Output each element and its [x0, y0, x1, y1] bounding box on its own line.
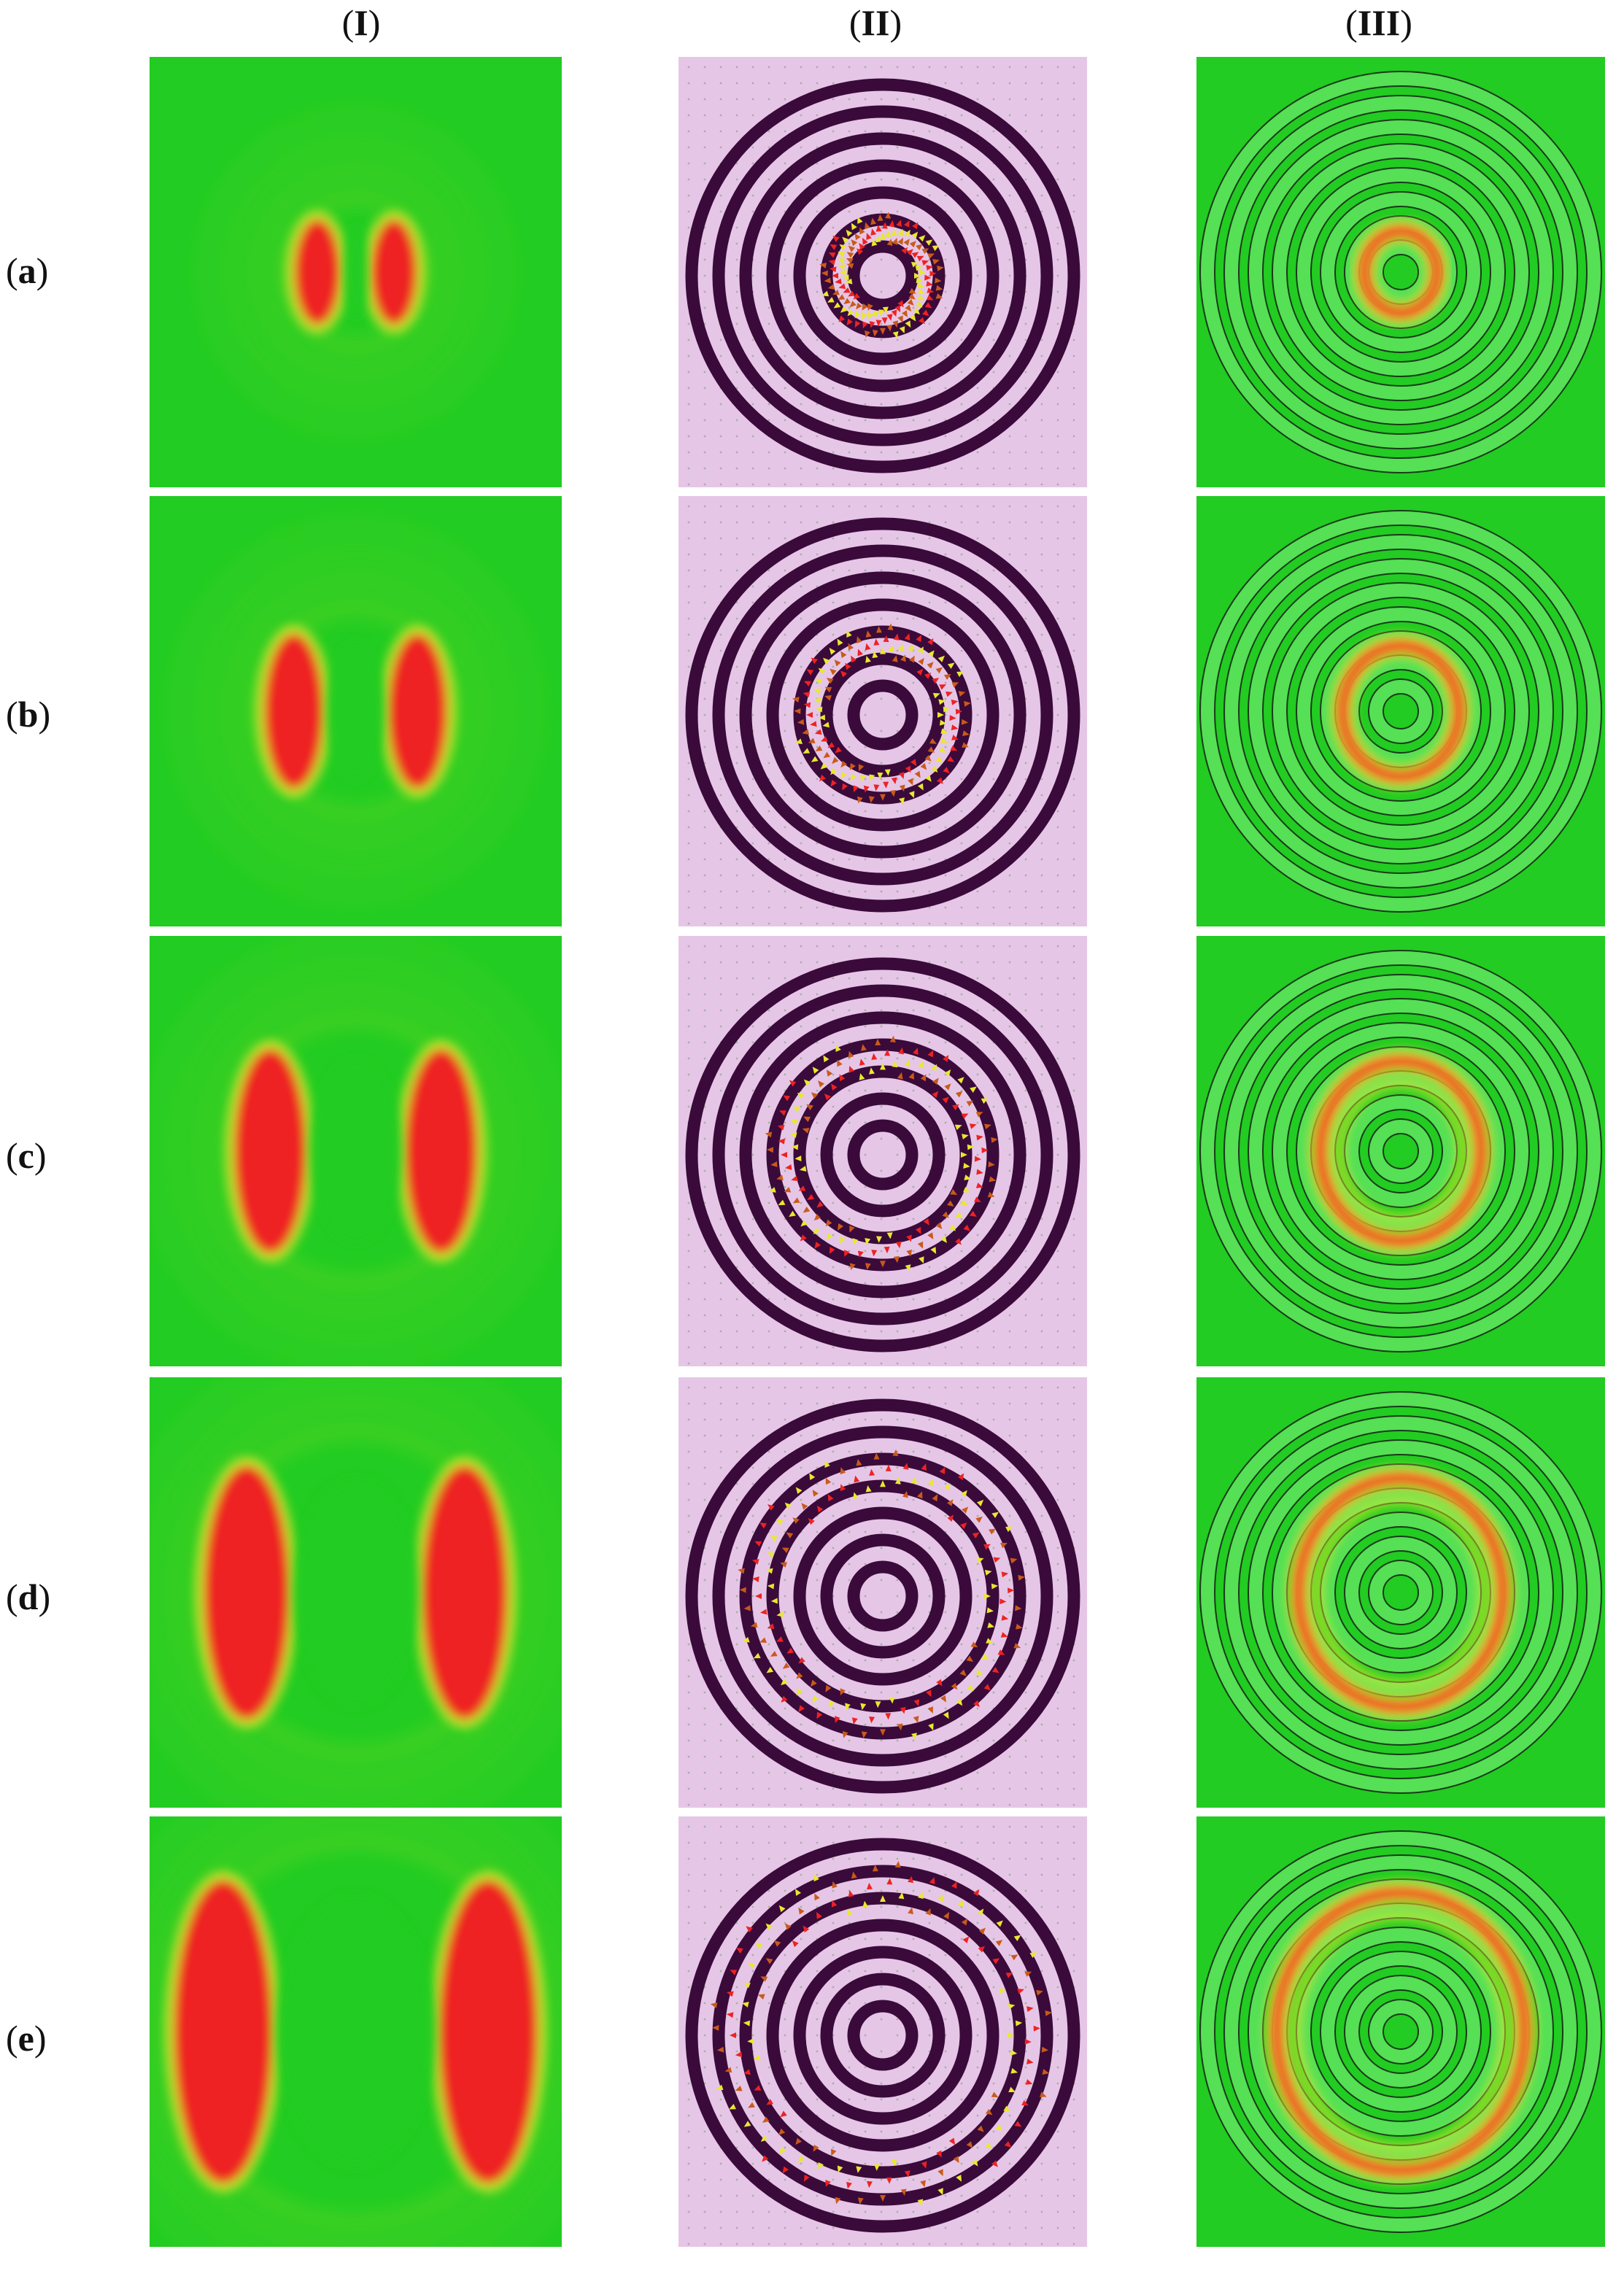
vector-field-over-rings-e	[678, 1816, 1087, 2247]
panel-c-III	[1196, 936, 1605, 1366]
ring-field-map-e	[1196, 1816, 1605, 2247]
vector-field-over-rings-b	[678, 496, 1087, 926]
panel-b-III	[1196, 496, 1605, 926]
row-label-c: (c)	[6, 1135, 47, 1176]
panel-a-I	[150, 57, 562, 487]
panel-b-II	[678, 496, 1087, 926]
panel-e-III	[1196, 1816, 1605, 2247]
row-label-b: (b)	[6, 694, 51, 735]
panel-d-III	[1196, 1377, 1605, 1808]
column-header-III: (III)	[1345, 2, 1412, 43]
panel-a-II	[678, 57, 1087, 487]
field-intensity-map-a	[150, 57, 562, 487]
panel-e-II	[678, 1816, 1087, 2247]
panel-d-I	[150, 1377, 562, 1808]
ring-field-map-c	[1196, 936, 1605, 1366]
panel-d-II	[678, 1377, 1087, 1808]
panel-b-I	[150, 496, 562, 926]
ring-field-map-d	[1196, 1377, 1605, 1808]
panel-a-III	[1196, 57, 1605, 487]
field-intensity-map-b	[150, 496, 562, 926]
field-intensity-map-c	[150, 936, 562, 1366]
panel-c-I	[150, 936, 562, 1366]
ring-field-map-a	[1196, 57, 1605, 487]
ring-field-map-b	[1196, 496, 1605, 926]
field-intensity-map-d	[150, 1377, 562, 1808]
row-label-e: (e)	[6, 2018, 47, 2059]
row-label-d: (d)	[6, 1576, 51, 1617]
vector-field-over-rings-a	[678, 57, 1087, 487]
column-header-II: (II)	[848, 2, 902, 43]
field-intensity-map-e	[150, 1816, 562, 2247]
vector-field-over-rings-d	[678, 1377, 1087, 1808]
column-header-I: (I)	[341, 2, 381, 43]
panel-e-I	[150, 1816, 562, 2247]
vector-field-over-rings-c	[678, 936, 1087, 1366]
panel-c-II	[678, 936, 1087, 1366]
row-label-a: (a)	[6, 250, 49, 291]
